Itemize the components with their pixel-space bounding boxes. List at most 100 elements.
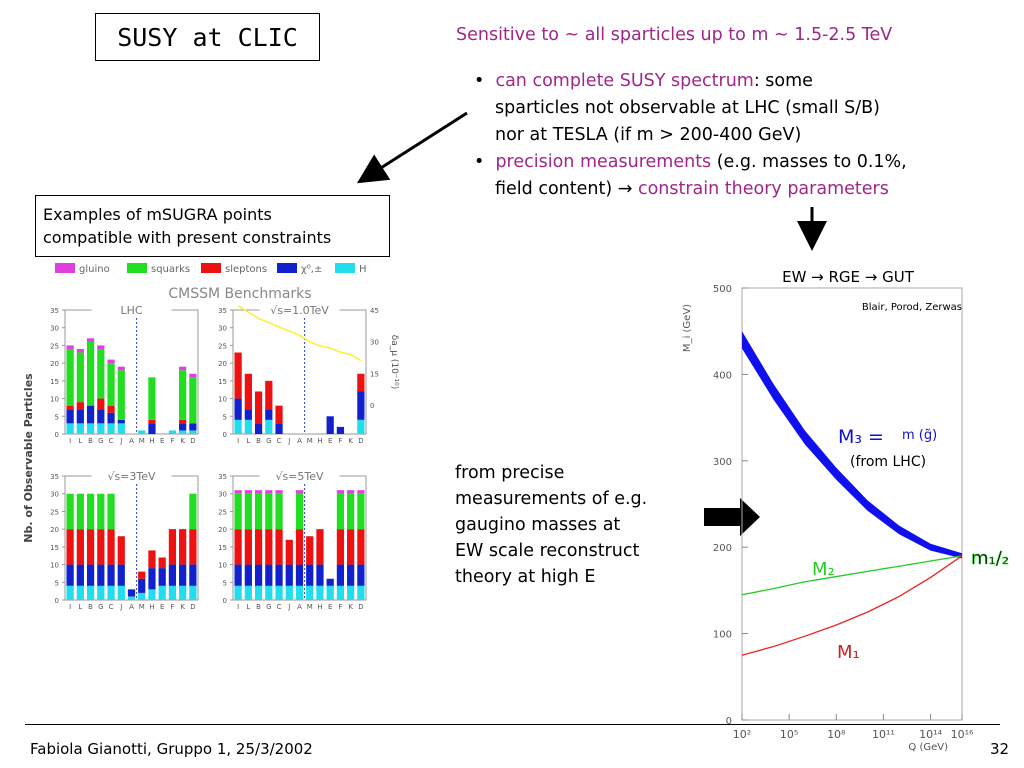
legend-label: H	[359, 264, 367, 275]
x-tick-label: G	[98, 437, 103, 445]
page-number: 32	[990, 740, 1010, 758]
bar-segment	[189, 564, 197, 586]
bar-segment	[357, 585, 365, 600]
bar-segment	[86, 585, 95, 600]
x-tick-label: M	[139, 603, 145, 611]
y-tick-label: 0	[55, 431, 59, 439]
bar-segment	[117, 370, 125, 420]
y-tick-label: 10	[50, 396, 59, 404]
bar-segment	[117, 536, 125, 565]
panel-frame	[64, 309, 199, 435]
legend-swatch	[55, 263, 75, 273]
bar-segment	[66, 564, 74, 586]
rge-x-tick-label: 10⁸	[827, 728, 846, 741]
bar-segment	[295, 493, 304, 530]
panel-label-bg	[91, 468, 172, 482]
benchmarks-title: CMSSM Benchmarks	[168, 286, 311, 302]
x-tick-label: F	[170, 603, 174, 611]
bar-segment	[148, 377, 156, 420]
bar-segment	[357, 419, 365, 434]
x-tick-label: L	[78, 437, 82, 445]
bar-segment	[107, 412, 115, 424]
bar-segment	[336, 585, 345, 600]
benchmarks-legend: gluino squarks sleptons χ⁰,± H	[55, 263, 367, 275]
rge-x-tick-label: 10¹⁶	[951, 728, 974, 741]
x-tick-label: H	[149, 437, 154, 445]
bar-segment	[158, 557, 166, 569]
bar-segment	[179, 366, 187, 371]
x-tick-label: A	[297, 603, 302, 611]
bar-segment	[336, 529, 345, 565]
lhc-note-line: from precise	[455, 463, 565, 483]
bar-segment	[336, 490, 345, 494]
rge-x-tick-label: 10¹⁴	[919, 728, 942, 741]
bar-segment	[265, 490, 273, 494]
bar-segment	[107, 493, 115, 530]
x-tick-label: C	[277, 437, 282, 445]
bar-segment	[254, 423, 263, 434]
x-tick-label: D	[190, 437, 195, 445]
legend-swatch	[277, 263, 297, 273]
bar-segment	[97, 529, 105, 565]
bar-segment	[234, 490, 242, 494]
slide-subtitle: Sensitive to ~ all sparticles up to m ~ …	[456, 25, 893, 45]
bar-segment	[76, 529, 84, 565]
bar-segment	[295, 490, 304, 494]
bar-segment	[347, 490, 355, 494]
footer-author: Fabiola Gianotti, Gruppo 1, 25/3/2002	[30, 740, 313, 758]
y-tick-label: 0	[55, 597, 59, 605]
bar-segment	[66, 529, 74, 565]
panel-label-bg	[259, 302, 340, 316]
m2-label: M₂	[812, 559, 835, 580]
bar-segment	[306, 564, 314, 586]
benchmark-panel: 0 5 10 15 20 25 30 35 I L B G C J A M H E F K D LHC	[50, 302, 199, 445]
x-tick-label: C	[109, 603, 114, 611]
x-tick-label: F	[338, 603, 342, 611]
bar-segment	[336, 564, 345, 586]
right-tick-label: 0	[370, 402, 374, 410]
x-tick-label: C	[277, 603, 282, 611]
bar-segment	[76, 564, 84, 586]
x-tick-label: D	[358, 603, 363, 611]
rge-y-tick-label: 300	[713, 457, 732, 468]
bar-segment	[158, 585, 166, 600]
bar-segment	[66, 409, 74, 424]
bar-segment	[234, 352, 242, 399]
bullet-2-line2a: field content) →	[495, 179, 638, 199]
bar-segment	[107, 359, 115, 364]
bar-segment	[179, 564, 187, 586]
x-tick-label: J	[287, 437, 290, 445]
bar-segment	[285, 539, 293, 565]
bar-segment	[97, 345, 105, 349]
arrow-to-examples	[356, 111, 468, 184]
bar-segment	[234, 419, 242, 434]
bar-segment	[107, 363, 115, 406]
x-tick-label: K	[348, 437, 353, 445]
bar-segment	[107, 423, 115, 434]
x-tick-label: E	[328, 603, 332, 611]
bullet-1-line2: sparticles not observable at LHC (small …	[495, 98, 880, 118]
bar-segment	[254, 391, 263, 424]
bar-segment	[138, 578, 146, 593]
rge-y-tick-label: 100	[713, 630, 732, 641]
y-tick-label: 20	[218, 526, 227, 534]
lhc-note-line: measurements of e.g.	[455, 489, 648, 509]
bar-segment	[254, 564, 263, 586]
bar-segment	[97, 564, 105, 586]
bar-segment	[357, 391, 365, 420]
bar-segment	[179, 423, 187, 431]
x-tick-label: F	[338, 437, 342, 445]
rge-credit: Blair, Porod, Zerwas	[862, 302, 962, 313]
bar-segment	[265, 409, 273, 420]
benchmark-panel: 0 5 10 15 20 25 30 35 I L B G C J A M H E F K D √s=3TeV	[50, 468, 199, 611]
x-tick-label: H	[317, 437, 322, 445]
y-tick-label: 30	[218, 325, 227, 333]
bar-segment	[148, 419, 156, 424]
bar-segment	[97, 423, 105, 434]
bar-segment	[275, 490, 283, 494]
x-tick-label: C	[109, 437, 114, 445]
benchmark-panel: 0 5 10 15 20 25 30 35 I L B G C J A M H E F K D √s=5TeV	[218, 468, 367, 611]
x-tick-label: G	[98, 603, 103, 611]
bar-segment	[117, 366, 125, 371]
rge-plot-frame	[741, 287, 963, 721]
